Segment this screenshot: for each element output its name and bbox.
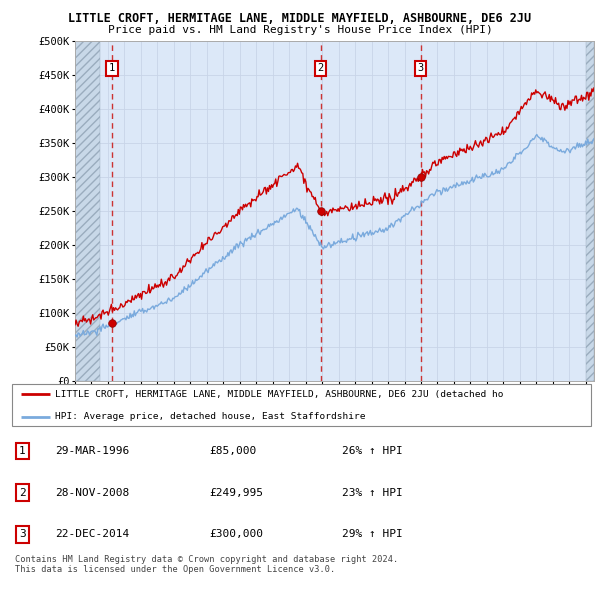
Text: LITTLE CROFT, HERMITAGE LANE, MIDDLE MAYFIELD, ASHBOURNE, DE6 2JU: LITTLE CROFT, HERMITAGE LANE, MIDDLE MAY… [68,12,532,25]
Text: 22-DEC-2014: 22-DEC-2014 [55,529,130,539]
Text: 3: 3 [19,529,26,539]
Text: 23% ↑ HPI: 23% ↑ HPI [342,488,403,498]
Text: 1: 1 [109,64,115,73]
Text: Price paid vs. HM Land Registry's House Price Index (HPI): Price paid vs. HM Land Registry's House … [107,25,493,35]
Text: 1: 1 [19,446,26,456]
Text: LITTLE CROFT, HERMITAGE LANE, MIDDLE MAYFIELD, ASHBOURNE, DE6 2JU (detached ho: LITTLE CROFT, HERMITAGE LANE, MIDDLE MAY… [55,389,504,399]
Text: Contains HM Land Registry data © Crown copyright and database right 2024.
This d: Contains HM Land Registry data © Crown c… [15,555,398,574]
Text: 28-NOV-2008: 28-NOV-2008 [55,488,130,498]
Text: 29-MAR-1996: 29-MAR-1996 [55,446,130,456]
Text: 2: 2 [19,488,26,498]
Text: 3: 3 [418,64,424,73]
Bar [586,41,594,381]
Text: £300,000: £300,000 [209,529,263,539]
Text: 29% ↑ HPI: 29% ↑ HPI [342,529,403,539]
Bar [75,41,100,381]
Text: HPI: Average price, detached house, East Staffordshire: HPI: Average price, detached house, East… [55,412,366,421]
Text: 2: 2 [317,64,324,73]
Text: £249,995: £249,995 [209,488,263,498]
Text: £85,000: £85,000 [209,446,256,456]
Text: 26% ↑ HPI: 26% ↑ HPI [342,446,403,456]
